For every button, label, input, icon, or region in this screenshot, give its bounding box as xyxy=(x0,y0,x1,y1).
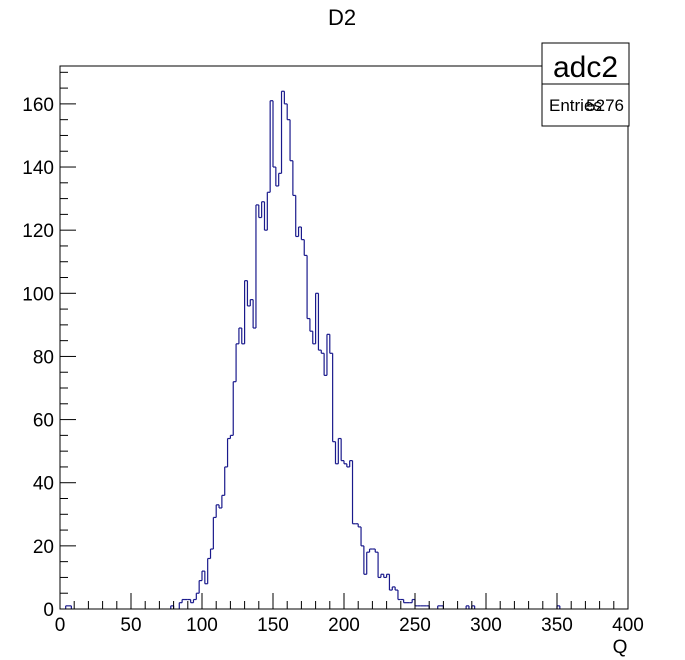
y-tick-label: 140 xyxy=(22,158,54,179)
x-tick-label: 350 xyxy=(541,615,573,636)
stats-entries-label: Entries xyxy=(549,96,602,115)
histogram-bin xyxy=(397,590,401,601)
histogram-bin xyxy=(351,460,356,525)
histogram-bin xyxy=(368,548,373,553)
axis-layer: 0 50 100 150 200 250 300 350 400 0 20 40 60 80 100 120 1… xyxy=(22,71,644,636)
histogram-bin xyxy=(68,605,72,609)
y-tick-label: 20 xyxy=(33,537,54,558)
x-tick-label: 300 xyxy=(470,615,502,636)
histogram-bin xyxy=(65,605,69,609)
y-tick-label: 60 xyxy=(33,411,54,432)
y-tick-label: 100 xyxy=(22,284,54,305)
histogram-bin xyxy=(403,599,407,604)
x-tick-label: 150 xyxy=(257,615,289,636)
histogram-bin xyxy=(181,598,185,603)
stats-box-title: adc2 xyxy=(553,51,618,84)
stats-entries-value: 5276 xyxy=(586,96,624,115)
histogram-layer xyxy=(65,90,561,609)
x-tick-label: 50 xyxy=(120,615,141,636)
stats-box: adc2 Entries 5276 xyxy=(541,42,630,127)
x-tick-label: 100 xyxy=(186,615,218,636)
histogram-bin xyxy=(465,605,470,609)
y-tick-label: 120 xyxy=(22,221,54,242)
chart-title: D2 xyxy=(328,5,356,30)
histogram-bin xyxy=(437,605,441,609)
x-tick-label: 200 xyxy=(328,615,360,636)
y-tick-label: 80 xyxy=(33,347,54,368)
x-tick-label: 400 xyxy=(612,615,644,636)
plot-frame xyxy=(59,65,629,610)
y-tick-label: 40 xyxy=(33,474,54,495)
x-tick-label: 0 xyxy=(55,615,66,636)
x-tick-label: 250 xyxy=(399,615,431,636)
y-tick-label: 0 xyxy=(43,600,54,621)
x-axis-label: Q xyxy=(613,637,628,658)
y-tick-label: 160 xyxy=(22,95,54,116)
